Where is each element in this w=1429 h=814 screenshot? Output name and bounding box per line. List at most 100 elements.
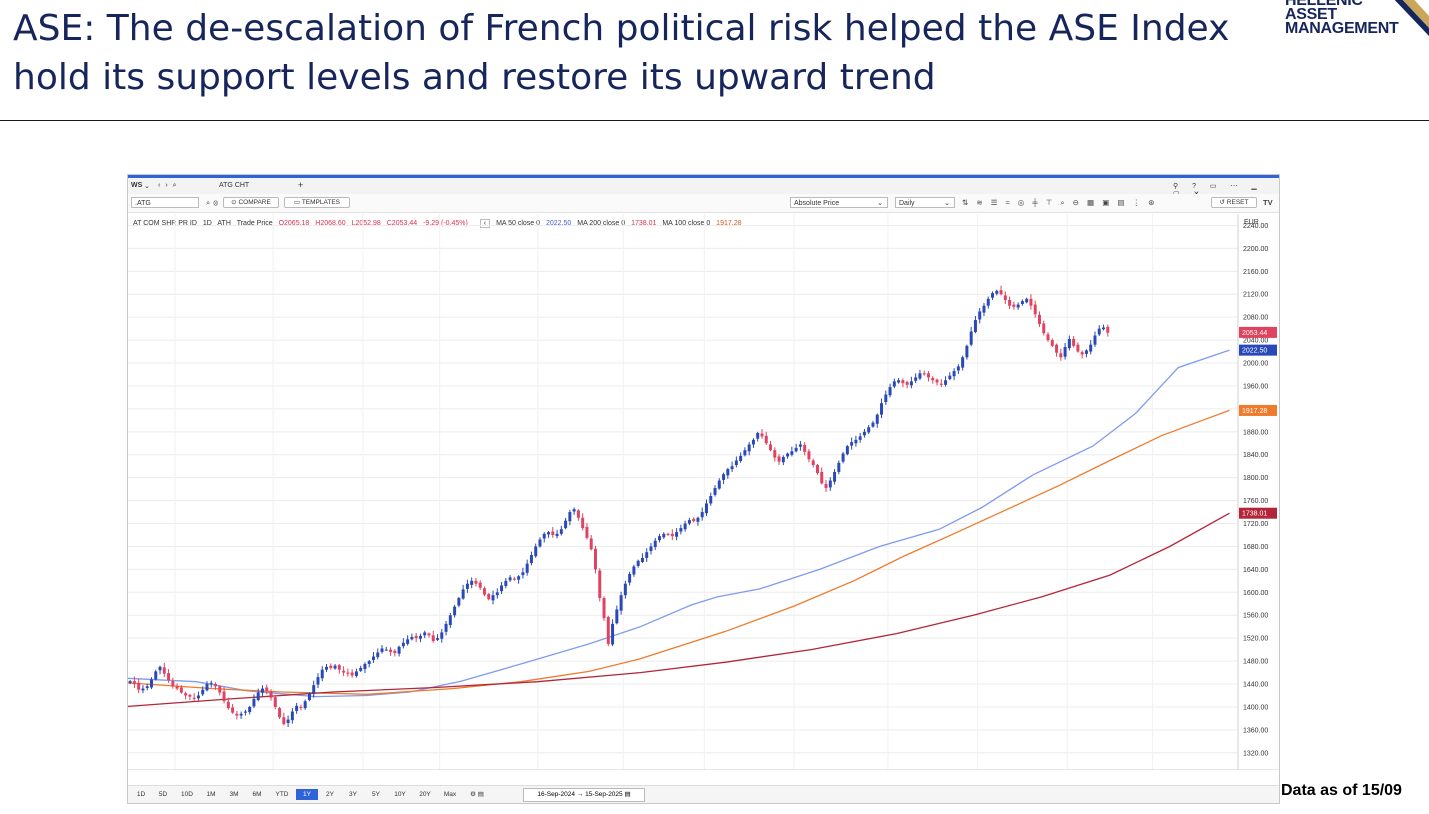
candle-body — [1046, 334, 1050, 341]
reset-label: RESET — [1226, 199, 1249, 206]
candle-body — [1029, 298, 1033, 306]
slide-title: ASE: The de-escalation of French politic… — [13, 8, 1230, 98]
candle-body — [969, 331, 973, 345]
legend-instrument: AT COM SHR PR ID — [133, 220, 197, 227]
compare-button[interactable]: ⊙ COMPARE — [223, 197, 279, 208]
candle-body — [862, 431, 866, 436]
drawing-tools-icons[interactable]: ⇅ ≋ ☰ ≈ ◎ ╪ ⊤ ⌕ ⊖ ▦ ▣ ▤ ⋮ ⊛ — [962, 198, 1158, 207]
range-button-6m[interactable]: 6M — [252, 791, 262, 798]
price-label-bg — [1239, 404, 1277, 416]
candle-body — [739, 455, 743, 462]
candle-body — [278, 708, 282, 718]
candle-body — [555, 533, 559, 537]
candle-body — [995, 290, 999, 294]
chart-window[interactable]: WS ⌄ ‹›⌕ ATG CHT + ⚲ ? ▭ ⋯ ▁ ▢ ✕ .ATG ⌕⊗… — [127, 174, 1280, 804]
candle-body — [504, 580, 508, 587]
date-range-picker[interactable]: 16-Sep-2024 → 15-Sep-2025 ▤ — [523, 788, 645, 802]
price-label-bg — [1239, 326, 1277, 338]
templates-button[interactable]: ▭ TEMPLATES — [284, 197, 350, 208]
y-tick-label: 1320.00 — [1243, 750, 1268, 757]
range-button-5y[interactable]: 5Y — [372, 791, 380, 798]
ticker-input[interactable]: .ATG — [131, 197, 199, 208]
chart-tab[interactable]: ATG CHT — [219, 182, 250, 189]
candle-body — [350, 672, 354, 676]
candle-body — [256, 692, 260, 701]
candle-body — [901, 380, 905, 384]
candle-body — [824, 483, 828, 488]
range-button-1m[interactable]: 1M — [206, 791, 216, 798]
candle-body — [743, 450, 747, 456]
candle-body — [640, 557, 644, 562]
range-button-1d[interactable]: 1D — [136, 791, 146, 798]
candle-body — [431, 635, 435, 642]
range-button-10d[interactable]: 10D — [181, 791, 193, 798]
settings-icon[interactable]: ⚙ ▤ — [470, 791, 484, 798]
candle-body — [944, 380, 948, 385]
y-tick-label: 1640.00 — [1243, 567, 1268, 574]
candle-body — [406, 639, 410, 644]
candle-body — [897, 380, 901, 383]
candle-body — [751, 439, 755, 445]
candle-body — [303, 701, 307, 709]
legend-low: L2052.98 — [351, 220, 381, 227]
candle-body — [325, 666, 329, 670]
y-tick-label: 1360.00 — [1243, 727, 1268, 734]
candle-body — [333, 665, 337, 669]
candle-body — [585, 526, 589, 538]
candle-body — [653, 540, 657, 548]
nav-arrows-icon[interactable]: ‹›⌕ — [158, 182, 182, 189]
candle-body — [833, 471, 837, 482]
candle-body — [508, 577, 512, 581]
candle-body — [542, 533, 546, 539]
candle-body — [892, 381, 896, 387]
range-button-3m[interactable]: 3M — [229, 791, 239, 798]
legend-collapse-icon[interactable]: ‹ — [479, 219, 491, 228]
range-button-5d[interactable]: 5D — [158, 791, 168, 798]
search-icon[interactable]: ⌕⊗ — [206, 198, 222, 207]
price-label-tag: 1917.28 — [1239, 404, 1277, 416]
candle-body — [850, 442, 854, 446]
range-button-20y[interactable]: 20Y — [419, 791, 431, 798]
candle-body — [1080, 352, 1084, 355]
candle-body — [679, 528, 683, 532]
candle-body — [137, 682, 141, 690]
range-button-max[interactable]: Max — [443, 791, 457, 798]
candle-body — [884, 394, 888, 403]
legend-ma100-label: MA 100 close 0 — [662, 220, 711, 227]
range-button-1y[interactable]: 1Y — [296, 789, 318, 800]
y-tick-label: 2200.00 — [1243, 246, 1268, 253]
compare-label: COMPARE — [238, 199, 271, 206]
range-button-3y[interactable]: 3Y — [349, 791, 357, 798]
candle-body — [914, 377, 918, 381]
range-button-ytd[interactable]: YTD — [275, 791, 289, 798]
candle-body — [534, 546, 538, 557]
candle-body — [645, 552, 649, 558]
candle-body — [722, 474, 726, 480]
company-logo: HELLENIC ASSET MANAGEMENT — [1282, 0, 1429, 44]
candle-body — [773, 450, 777, 458]
dropdown-icon[interactable]: ⌄ — [144, 183, 150, 190]
candle-body — [1067, 338, 1071, 349]
candle-body — [867, 427, 871, 433]
workspace-tab[interactable]: WS — [131, 182, 143, 189]
price-axis — [1238, 214, 1279, 770]
y-tick-label: 1480.00 — [1243, 659, 1268, 666]
price-chart[interactable]: EUR 1320.00 1360.00 1400.00 1440.00 1480.00 15… — [128, 214, 1279, 770]
price-mode-select[interactable]: Absolute Price ⌄ — [790, 197, 888, 208]
candle-body — [593, 548, 597, 570]
candle-body — [841, 453, 845, 462]
y-tick-label: 1800.00 — [1243, 475, 1268, 482]
add-tab-icon[interactable]: + — [298, 180, 304, 190]
candle-body — [273, 697, 277, 707]
price-label-text: 1738.01 — [1242, 511, 1267, 518]
candle-body — [179, 687, 183, 693]
candle-body — [1008, 299, 1012, 306]
interval-select[interactable]: Daily ⌄ — [895, 197, 955, 208]
date-range-text: 16-Sep-2024 → 15-Sep-2025 — [537, 791, 623, 798]
range-button-2y[interactable]: 2Y — [326, 791, 334, 798]
candle-body — [248, 706, 252, 713]
candle-body — [316, 677, 320, 685]
reset-button[interactable]: ↺ RESET — [1211, 197, 1257, 208]
candle-body — [162, 667, 166, 674]
range-button-10y[interactable]: 10Y — [394, 791, 406, 798]
